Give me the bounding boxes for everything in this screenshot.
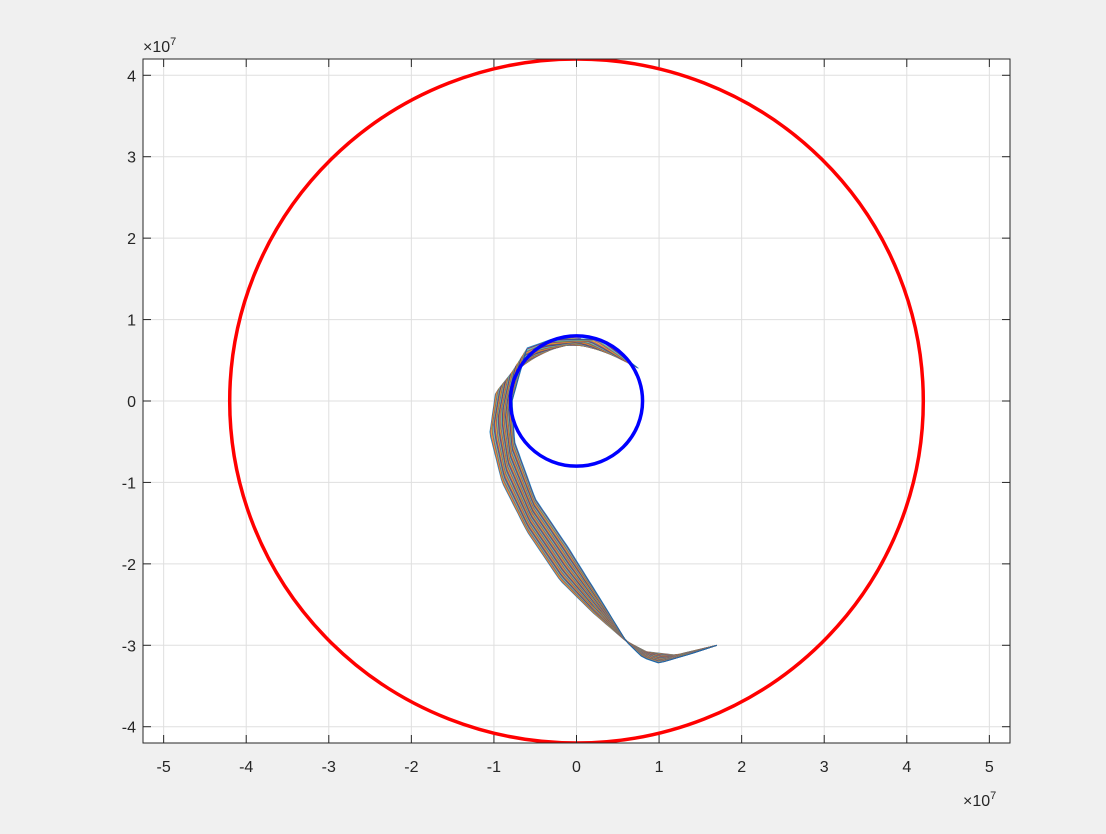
y-tick-label: 4	[127, 68, 136, 85]
y-tick-label: 2	[127, 231, 136, 248]
data-layer	[228, 59, 925, 743]
x-tick-label: -5	[157, 759, 171, 776]
tick-marks	[143, 59, 1010, 743]
x-tick-label: -4	[239, 759, 253, 776]
y-tick-label: 0	[127, 394, 136, 411]
x-tick-label: 3	[820, 759, 829, 776]
x-tick-label: 4	[902, 759, 911, 776]
x-exponent-label: ×107	[963, 790, 996, 810]
y-tick-label: 3	[127, 150, 136, 167]
y-exponent-label: ×107	[143, 36, 176, 56]
y-tick-label: 1	[127, 313, 136, 330]
x-tick-label: 2	[737, 759, 746, 776]
y-tick-label: -3	[122, 638, 136, 655]
x-tick-label: -1	[487, 759, 501, 776]
y-tick-label: -2	[122, 557, 136, 574]
y-tick-label: -1	[122, 475, 136, 492]
x-tick-label: 0	[572, 759, 581, 776]
x-tick-label: -2	[404, 759, 418, 776]
tick-labels: -5 -4 -3 -2 -1 0 1 2 3 4 5 -4 -3 -2 -1 0 1 2 3 4	[122, 68, 994, 776]
y-tick-label: -4	[122, 720, 136, 737]
x-tick-label: 1	[655, 759, 664, 776]
x-tick-label: 5	[985, 759, 994, 776]
outer-orbit-circle	[228, 59, 925, 743]
inner-orbit-circle	[508, 334, 645, 468]
x-tick-label: -3	[322, 759, 336, 776]
grid-lines	[143, 59, 1010, 743]
